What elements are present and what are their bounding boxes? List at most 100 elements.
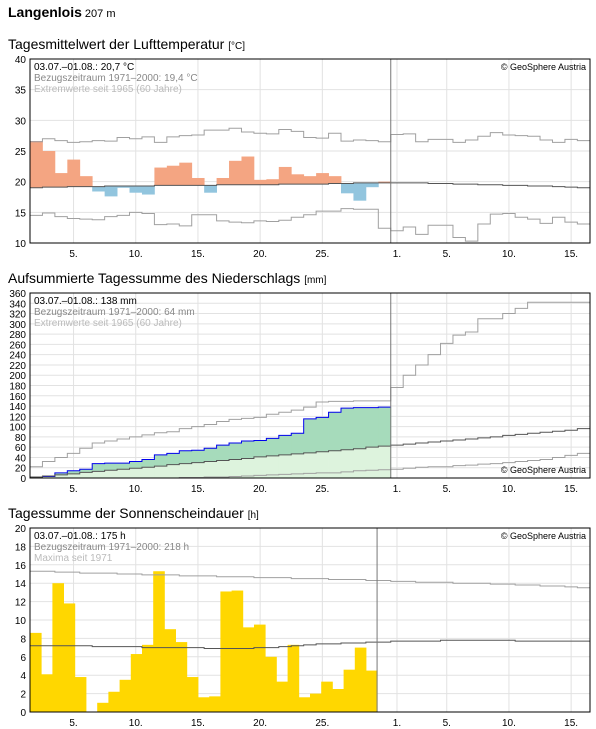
sun-ytick: 4	[20, 671, 26, 682]
temp-bar	[241, 156, 255, 185]
precip-normal-area	[353, 448, 367, 478]
precip-normal-area	[104, 470, 118, 478]
sun-bar	[332, 689, 344, 712]
temp-stat-reference: Bezugszeitraum 1971–2000: 19,4 °C	[34, 73, 198, 84]
temp-bar	[166, 165, 180, 186]
sun-bar	[298, 697, 311, 712]
temp-xtick: 5.	[443, 249, 451, 260]
temp-xtick: 15.	[564, 249, 578, 260]
precip-copyright: © GeoSphere Austria	[501, 465, 586, 475]
precip-xtick: 25.	[315, 484, 329, 495]
precip-excess-area	[191, 450, 205, 463]
precip-normal-area	[365, 447, 379, 478]
sun-stat-extremes: Maxima seit 1971	[34, 553, 113, 564]
precip-excess-area	[179, 450, 193, 464]
temp-ytick: 35	[15, 86, 27, 97]
precip-normal-area	[42, 475, 56, 478]
precip-excess-area	[328, 412, 342, 451]
sun-panel-title: Tagessumme der Sonnenscheindauer [h]	[8, 505, 259, 521]
temp-bar	[253, 179, 267, 185]
precip-observed-line	[30, 406, 391, 478]
temp-bar	[204, 185, 217, 193]
temp-bar	[278, 166, 292, 185]
temp-ytick: 15	[15, 208, 27, 219]
temp-bar	[92, 186, 106, 192]
sun-bar	[321, 681, 333, 712]
precip-xtick: 10.	[129, 484, 143, 495]
temp-bar	[79, 176, 93, 187]
sun-xtick: 5.	[443, 718, 451, 729]
precip-excess-area	[117, 463, 130, 470]
precip-stat-reference: Bezugszeitraum 1971–2000: 64 mm	[34, 307, 195, 318]
temp-frame	[29, 58, 591, 244]
temp-bar	[179, 162, 193, 186]
sun-xtick: 10.	[502, 718, 516, 729]
precip-normal-area	[204, 461, 217, 478]
precip-normal-area	[266, 455, 280, 478]
temp-bar	[378, 181, 392, 183]
precip-excess-area	[204, 448, 217, 462]
precip-excess-area	[54, 472, 68, 475]
sun-ytick: 14	[15, 579, 27, 590]
sun-ytick: 6	[20, 653, 26, 664]
page-title: Langenlois 207 m	[8, 4, 115, 20]
sun-bar	[41, 674, 53, 712]
sun-bar	[198, 697, 210, 712]
precip-max-line	[30, 301, 590, 468]
precip-normal-area	[129, 468, 143, 478]
temp-xtick: 1.	[393, 249, 401, 260]
sun-bar	[231, 590, 244, 712]
precip-normal-area	[378, 446, 392, 478]
sun-bar	[220, 591, 232, 712]
temp-bar	[316, 173, 329, 185]
sun-ytick: 16	[15, 561, 27, 572]
sun-xtick: 25.	[315, 718, 329, 729]
sun-bar	[74, 677, 87, 712]
precip-excess-area	[303, 418, 317, 453]
precip-excess-area	[104, 463, 118, 471]
precip-excess-area	[129, 461, 143, 469]
precip-xtick: 10.	[502, 484, 516, 495]
sun-normal-line	[30, 639, 590, 650]
precip-xtick: 5.	[69, 484, 77, 495]
sun-unit: [h]	[247, 510, 259, 521]
sun-frame	[29, 527, 591, 713]
sun-ytick: 8	[20, 634, 26, 645]
sun-bar	[276, 681, 288, 712]
sun-copyright: © GeoSphere Austria	[501, 531, 586, 541]
sun-ytick: 2	[20, 690, 26, 701]
temp-bar	[191, 177, 205, 186]
precip-ytick: 100	[9, 423, 26, 434]
precip-normal-area	[341, 449, 354, 478]
precip-excess-area	[365, 407, 379, 448]
precip-ytick: 340	[9, 299, 26, 310]
sun-bar	[354, 647, 367, 712]
temp-bar	[328, 176, 342, 184]
sun-bar	[52, 583, 64, 712]
precip-normal-area	[191, 462, 205, 478]
precip-normal-area	[291, 453, 305, 478]
precip-ytick: 200	[9, 371, 26, 382]
sun-stat-reference: Bezugszeitraum 1971–2000: 218 h	[34, 542, 189, 553]
temp-ytick: 30	[15, 116, 27, 127]
precip-ytick: 220	[9, 361, 26, 372]
sun-bar	[265, 656, 277, 712]
precip-normal-area	[154, 466, 168, 478]
sun-bar	[119, 679, 132, 712]
precip-ytick: 240	[9, 351, 26, 362]
temp-bar	[266, 179, 280, 185]
sun-max-line	[30, 570, 590, 589]
precip-ytick: 260	[9, 340, 26, 351]
temp-xtick: 25.	[315, 249, 329, 260]
precip-unit: [mm]	[304, 275, 327, 286]
precip-xtick: 5.	[443, 484, 451, 495]
temp-stat-extremes: Extremwerte seit 1965 (60 Jahre)	[34, 84, 182, 95]
sun-bar	[130, 654, 143, 712]
sun-xtick: 15.	[191, 718, 205, 729]
temp-bar	[353, 182, 367, 201]
precip-excess-area	[291, 433, 305, 454]
sun-bar	[186, 677, 199, 712]
precip-excess-area	[316, 417, 329, 452]
precip-excess-area	[253, 440, 267, 457]
